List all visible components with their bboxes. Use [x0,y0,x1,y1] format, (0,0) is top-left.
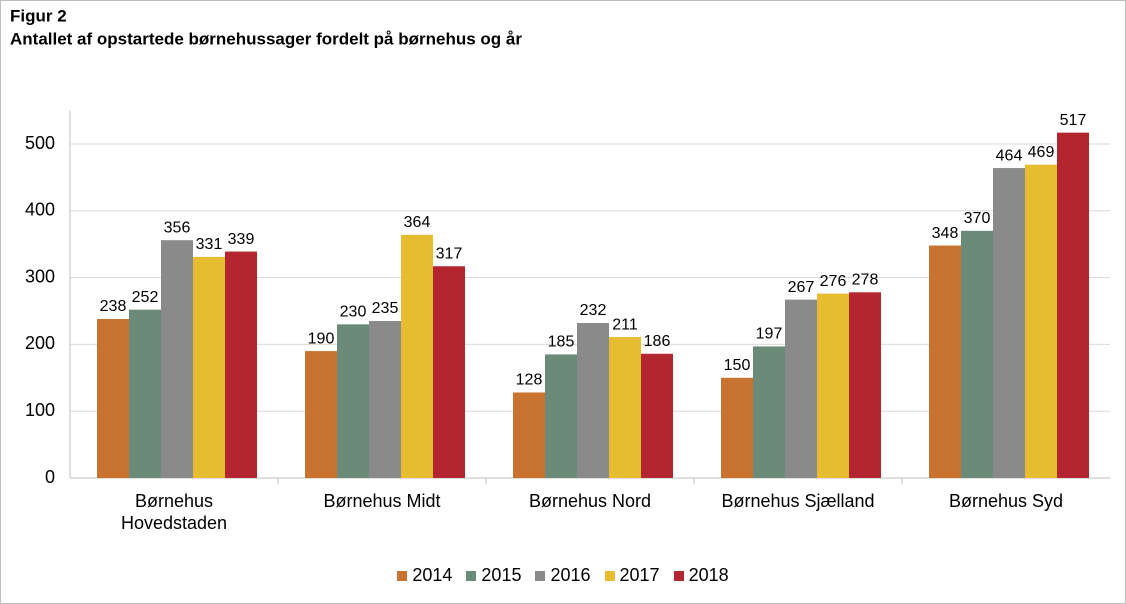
bar [305,351,337,478]
legend-label: 2017 [619,565,660,585]
legend-item: 2014 [397,565,452,586]
bar [817,293,849,478]
bar [961,230,993,478]
bar [641,353,673,478]
bar [577,323,609,478]
y-tick-label: 500 [25,133,55,153]
legend-item: 2015 [466,565,521,586]
value-label: 190 [308,330,335,347]
bar [721,377,753,478]
bar [433,266,465,478]
legend-swatch [466,570,477,581]
bar [929,245,961,478]
bar [401,234,433,478]
value-label: 252 [132,289,159,306]
bar [337,324,369,478]
value-label: 469 [1028,144,1055,161]
bar [97,319,129,478]
y-tick-label: 400 [25,200,55,220]
x-tick-label: Børnehus Syd [948,491,1064,511]
value-label: 186 [644,333,671,350]
value-label: 185 [548,334,575,351]
legend-swatch [673,570,684,581]
bar [513,392,545,478]
bar [193,256,225,478]
legend-swatch [535,570,546,581]
value-label: 464 [996,147,1023,164]
value-label: 370 [964,210,991,227]
value-label: 364 [404,214,431,231]
x-tick-label: Børnehus Hovedstaden [120,491,228,533]
y-tick-label: 300 [25,266,55,286]
value-label: 211 [612,316,638,333]
y-tick-label: 200 [25,333,55,353]
value-label: 232 [580,302,607,319]
legend-item: 2017 [604,565,660,586]
value-label: 278 [852,272,879,289]
bar [753,346,785,478]
legend: 2014 2015 2016 2017 2018 [0,565,1126,586]
value-label: 339 [228,231,255,248]
value-label: 348 [932,225,959,242]
y-tick-label: 100 [25,400,55,420]
y-tick-label: 0 [45,467,55,487]
value-label: 517 [1060,112,1087,129]
value-label: 356 [164,219,191,236]
bar [161,240,193,478]
legend-swatch [397,570,408,581]
chart-subtitle: Antallet af opstartede børnehussager for… [10,29,522,48]
value-label: 150 [724,357,751,374]
value-label: 128 [516,372,543,389]
legend-item: 2018 [673,565,729,586]
x-tick-label: Børnehus Midt [323,491,441,511]
value-label: 331 [196,236,223,253]
bar [545,354,577,478]
value-label: 276 [820,273,847,290]
value-label: 238 [100,298,127,315]
legend-swatch [604,570,615,581]
x-tick-label: Børnehus Nord [528,491,652,511]
bar [849,292,881,478]
bar [1025,164,1057,478]
legend-label: 2015 [481,565,522,585]
legend-label: 2016 [550,565,591,585]
bar [785,299,817,478]
bar [1057,132,1089,479]
value-label: 317 [436,245,463,262]
bar [609,337,641,478]
value-label: 235 [372,300,399,317]
value-label: 230 [340,304,367,321]
bar [369,321,401,478]
bar [993,168,1025,478]
legend-label: 2018 [688,565,729,585]
value-label: 197 [756,326,783,343]
bar [225,251,257,478]
chart-title: Figur 2 [10,6,67,25]
x-tick-label: Børnehus Sjælland [721,491,875,511]
value-label: 267 [788,279,815,296]
legend-label: 2014 [412,565,453,585]
legend-item: 2016 [535,565,591,586]
bar [129,309,161,478]
